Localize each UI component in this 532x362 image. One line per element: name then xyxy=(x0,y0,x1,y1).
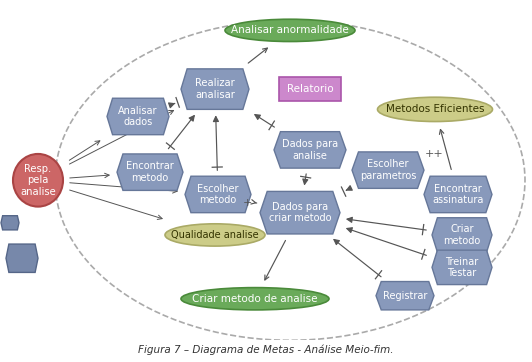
Polygon shape xyxy=(432,250,492,285)
Text: Figura 7 – Diagrama de Metas - Análise Meio-fim.: Figura 7 – Diagrama de Metas - Análise M… xyxy=(138,344,394,355)
Text: Encontrar
metodo: Encontrar metodo xyxy=(126,161,174,183)
Polygon shape xyxy=(107,98,169,135)
Text: Relatorio: Relatorio xyxy=(287,84,334,94)
Text: Metodos Eficientes: Metodos Eficientes xyxy=(386,104,484,114)
Ellipse shape xyxy=(225,19,355,42)
Text: Resp.
pela
analise: Resp. pela analise xyxy=(20,164,56,197)
Text: Registrar: Registrar xyxy=(383,291,427,301)
Text: Treinar
Testar: Treinar Testar xyxy=(445,257,479,278)
Polygon shape xyxy=(352,152,424,188)
Polygon shape xyxy=(181,69,249,109)
Text: Dados para
criar metodo: Dados para criar metodo xyxy=(269,202,331,223)
Ellipse shape xyxy=(13,154,63,207)
Polygon shape xyxy=(260,191,340,234)
Text: Escolher
parametros: Escolher parametros xyxy=(360,159,416,181)
Polygon shape xyxy=(274,132,346,168)
Polygon shape xyxy=(6,244,38,273)
Polygon shape xyxy=(432,218,492,252)
Ellipse shape xyxy=(378,97,493,122)
Text: Encontrar
assinatura: Encontrar assinatura xyxy=(433,184,484,205)
Text: +: + xyxy=(243,198,252,208)
Polygon shape xyxy=(424,176,492,212)
Polygon shape xyxy=(185,176,251,212)
Polygon shape xyxy=(376,282,434,310)
Text: Analisar
dados: Analisar dados xyxy=(118,106,158,127)
Text: Escolher
metodo: Escolher metodo xyxy=(197,184,239,205)
Text: Dados para
analise: Dados para analise xyxy=(282,139,338,161)
Text: Criar
metodo: Criar metodo xyxy=(443,224,480,246)
Polygon shape xyxy=(117,154,183,190)
Ellipse shape xyxy=(165,224,265,246)
Text: Realizar
analisar: Realizar analisar xyxy=(195,78,235,100)
Polygon shape xyxy=(1,216,19,230)
Text: Analisar anormalidade: Analisar anormalidade xyxy=(231,25,349,35)
Text: Criar metodo de analise: Criar metodo de analise xyxy=(192,294,318,304)
Text: Qualidade analise: Qualidade analise xyxy=(171,230,259,240)
FancyBboxPatch shape xyxy=(279,77,341,101)
Ellipse shape xyxy=(181,288,329,310)
Text: ++: ++ xyxy=(425,149,443,159)
